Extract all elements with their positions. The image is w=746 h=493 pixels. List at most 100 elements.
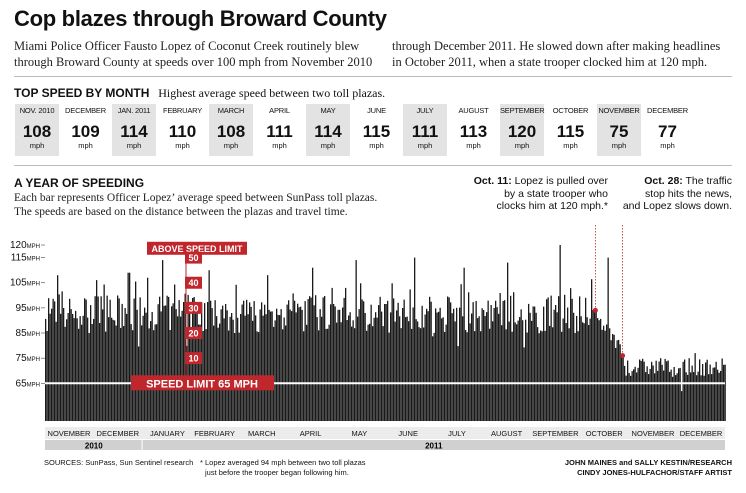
speed-bar bbox=[196, 309, 198, 421]
speed-bar bbox=[586, 317, 588, 421]
speed-bar bbox=[232, 319, 234, 421]
x-month-label: AUGUST bbox=[491, 429, 523, 438]
speed-bar bbox=[58, 294, 60, 421]
year-label: 2011 bbox=[425, 442, 443, 451]
speed-bar bbox=[279, 315, 281, 421]
speed-bar bbox=[103, 284, 105, 421]
x-month-label: FEBRUARY bbox=[194, 429, 235, 438]
speed-bar bbox=[156, 324, 158, 421]
speed-bar-chart: SPEED LIMIT 65 MPH120MPH115MPH105MPH95MP… bbox=[10, 225, 726, 451]
speed-bar bbox=[309, 296, 311, 421]
speed-bar bbox=[715, 361, 717, 421]
speed-bar bbox=[151, 312, 153, 421]
y-tick-unit: MPH bbox=[27, 382, 40, 388]
speed-bar bbox=[594, 311, 596, 421]
speed-bar bbox=[490, 305, 492, 421]
speed-bar bbox=[561, 331, 563, 421]
speed-bar bbox=[685, 372, 687, 421]
speed-bar bbox=[711, 374, 713, 421]
y-tick-unit: MPH bbox=[27, 244, 40, 250]
annotation-text: and Lopez slows down. bbox=[622, 200, 732, 212]
speed-bar bbox=[709, 364, 711, 421]
speed-bar bbox=[705, 362, 707, 421]
month-top-speed: 108 bbox=[22, 122, 52, 141]
speed-bar bbox=[150, 321, 152, 421]
month-label: NOVEMBER bbox=[598, 106, 640, 115]
above-limit-tick: 50 bbox=[188, 253, 198, 263]
month-unit: mph bbox=[78, 141, 93, 150]
speed-bar bbox=[141, 325, 143, 421]
speed-bar bbox=[600, 318, 602, 421]
speed-bar bbox=[678, 368, 680, 421]
annotation-oct-11: Oct. 11: Lopez is pulled over by a state… bbox=[468, 175, 608, 213]
speed-bar bbox=[681, 391, 683, 421]
speed-bar bbox=[621, 355, 623, 421]
speed-bar bbox=[514, 322, 516, 421]
speed-bar bbox=[387, 300, 389, 421]
speed-bar bbox=[364, 313, 366, 421]
speed-bar bbox=[382, 326, 384, 421]
speed-bar bbox=[604, 330, 606, 421]
speed-bar bbox=[622, 356, 624, 421]
speed-bar bbox=[462, 316, 464, 421]
speed-bar bbox=[123, 326, 125, 421]
speed-bar bbox=[327, 328, 329, 421]
divider bbox=[14, 76, 732, 77]
year-band-2011 bbox=[142, 440, 726, 450]
speed-bar bbox=[67, 313, 69, 421]
speed-bar bbox=[286, 304, 288, 421]
speed-bar bbox=[466, 332, 468, 421]
y-tick-label: 85MPH bbox=[16, 328, 40, 339]
speed-bar bbox=[538, 333, 540, 421]
x-month-label: JULY bbox=[448, 429, 466, 438]
month-top-speed: 109 bbox=[71, 122, 100, 141]
speed-bar bbox=[288, 300, 290, 421]
speed-bar bbox=[436, 312, 438, 421]
speed-bar bbox=[325, 328, 327, 421]
speed-bar bbox=[294, 300, 296, 421]
speed-bar bbox=[477, 318, 479, 421]
speed-bar bbox=[385, 304, 387, 421]
speed-bar bbox=[363, 301, 365, 421]
speed-bar bbox=[375, 312, 377, 421]
intro-column-1: Miami Police Officer Fausto Lopez of Coc… bbox=[14, 38, 384, 70]
speed-bar bbox=[51, 308, 53, 421]
speed-bar bbox=[441, 318, 443, 421]
y-tick-label: 95MPH bbox=[16, 303, 40, 314]
speed-bar bbox=[250, 306, 252, 421]
above-limit-tick-bg bbox=[185, 327, 202, 340]
speed-bar bbox=[684, 359, 686, 421]
speed-bar bbox=[432, 336, 434, 421]
speed-bar bbox=[649, 368, 651, 421]
speed-bar bbox=[423, 327, 425, 421]
speed-bar bbox=[708, 374, 710, 421]
speed-bar bbox=[481, 308, 483, 421]
speed-bar bbox=[87, 317, 89, 421]
month-box: APRIL 111 mph bbox=[258, 104, 302, 156]
speed-bar bbox=[334, 306, 336, 421]
speed-bar bbox=[61, 291, 63, 421]
speed-bar bbox=[346, 320, 348, 421]
speed-bar bbox=[99, 323, 101, 421]
x-month-label: JANUARY bbox=[150, 429, 185, 438]
speed-bar bbox=[97, 296, 99, 421]
speed-bar bbox=[198, 324, 200, 421]
speed-bar bbox=[723, 364, 725, 421]
speed-bar bbox=[222, 305, 224, 421]
speed-bar bbox=[180, 316, 182, 421]
speed-bar bbox=[82, 315, 84, 421]
speed-bar bbox=[261, 302, 263, 421]
speed-bar bbox=[724, 364, 726, 421]
intro-line: in October 2011, when a state trooper cl… bbox=[392, 55, 708, 69]
speed-bar bbox=[231, 313, 233, 421]
month-top-speed: 115 bbox=[556, 122, 585, 141]
speed-bar bbox=[333, 304, 335, 421]
speed-bar bbox=[283, 317, 285, 421]
speed-bar bbox=[70, 309, 72, 421]
speed-bar bbox=[78, 328, 80, 421]
footnote-line: just before the trooper began following … bbox=[205, 467, 349, 477]
speed-bar bbox=[300, 306, 302, 421]
speed-bar bbox=[64, 326, 66, 421]
speed-bar bbox=[225, 304, 227, 421]
speed-bar bbox=[618, 339, 620, 421]
